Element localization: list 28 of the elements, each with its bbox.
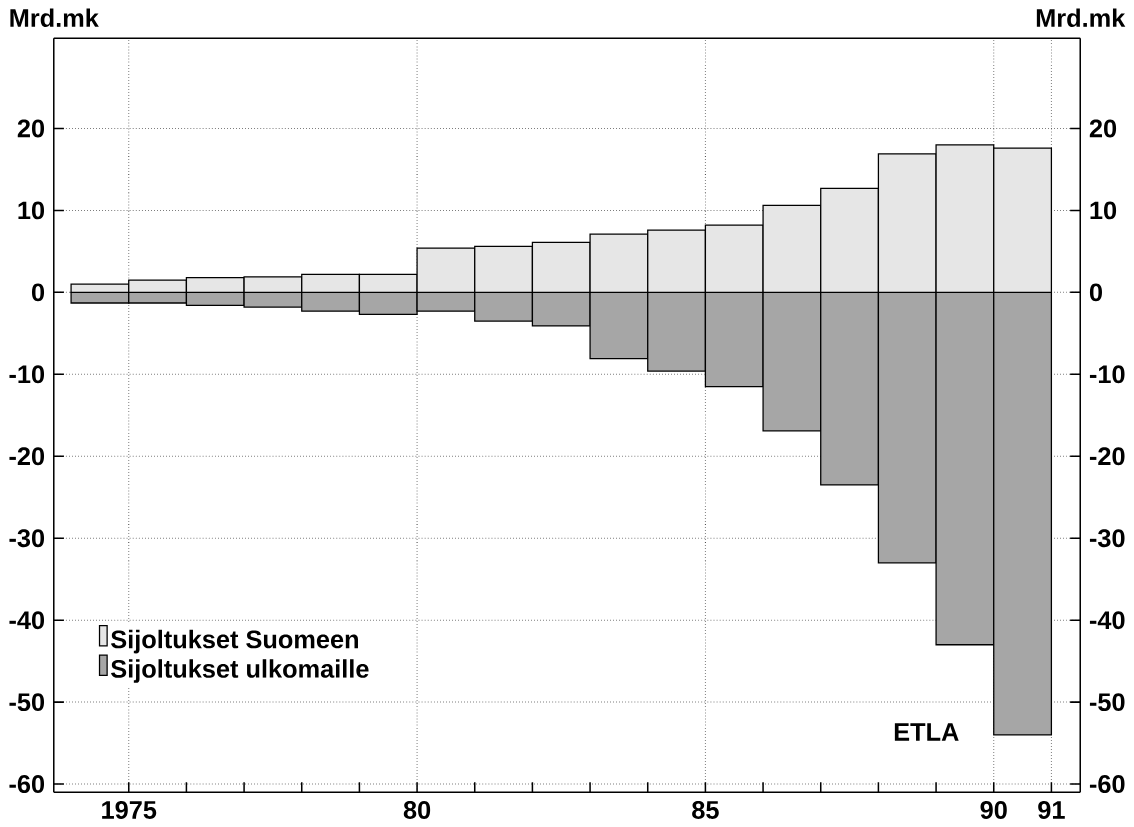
y-tick-label: -10 xyxy=(9,365,45,384)
y2-tick-label: -40 xyxy=(1089,611,1125,629)
y-tick-label: -60 xyxy=(9,774,45,793)
x-tick-label: 1975 xyxy=(102,800,157,819)
legend-label: Sijoltukset ulkomaille xyxy=(111,659,369,683)
y2-tick-label: -50 xyxy=(1089,692,1125,711)
x-tick-label: 85 xyxy=(692,800,719,819)
y2-tick-label: 10 xyxy=(1090,201,1117,220)
y-tick-label: 0 xyxy=(31,283,45,302)
y2-tick-label: 0 xyxy=(1089,283,1102,302)
y-tick-label: -40 xyxy=(9,611,45,629)
y2-tick-label: -10 xyxy=(1089,365,1125,384)
y-tick-label: -50 xyxy=(9,692,45,711)
y2-tick-label: -20 xyxy=(1089,447,1125,466)
y2-tick-label: -60 xyxy=(1089,774,1125,793)
y-tick-label: -20 xyxy=(9,447,45,466)
y2-tick-label: -30 xyxy=(1089,529,1125,548)
legend-label: Sijoltukset Suomeen xyxy=(111,629,358,654)
y-tick-label: 10 xyxy=(18,201,45,220)
y-axis-title: Mrd.mk xyxy=(10,8,99,27)
y2-axis-title: Mrd.mk xyxy=(1036,8,1126,27)
y-tick-label: 20 xyxy=(17,119,45,138)
y-tick-label: -30 xyxy=(9,529,45,548)
annotation: ETLA xyxy=(894,723,959,741)
x-tick-label: 80 xyxy=(403,800,431,819)
x-tick-label: 90 xyxy=(980,800,1007,819)
y2-tick-label: 20 xyxy=(1089,119,1117,138)
x-tick-label: 91 xyxy=(1038,800,1065,819)
